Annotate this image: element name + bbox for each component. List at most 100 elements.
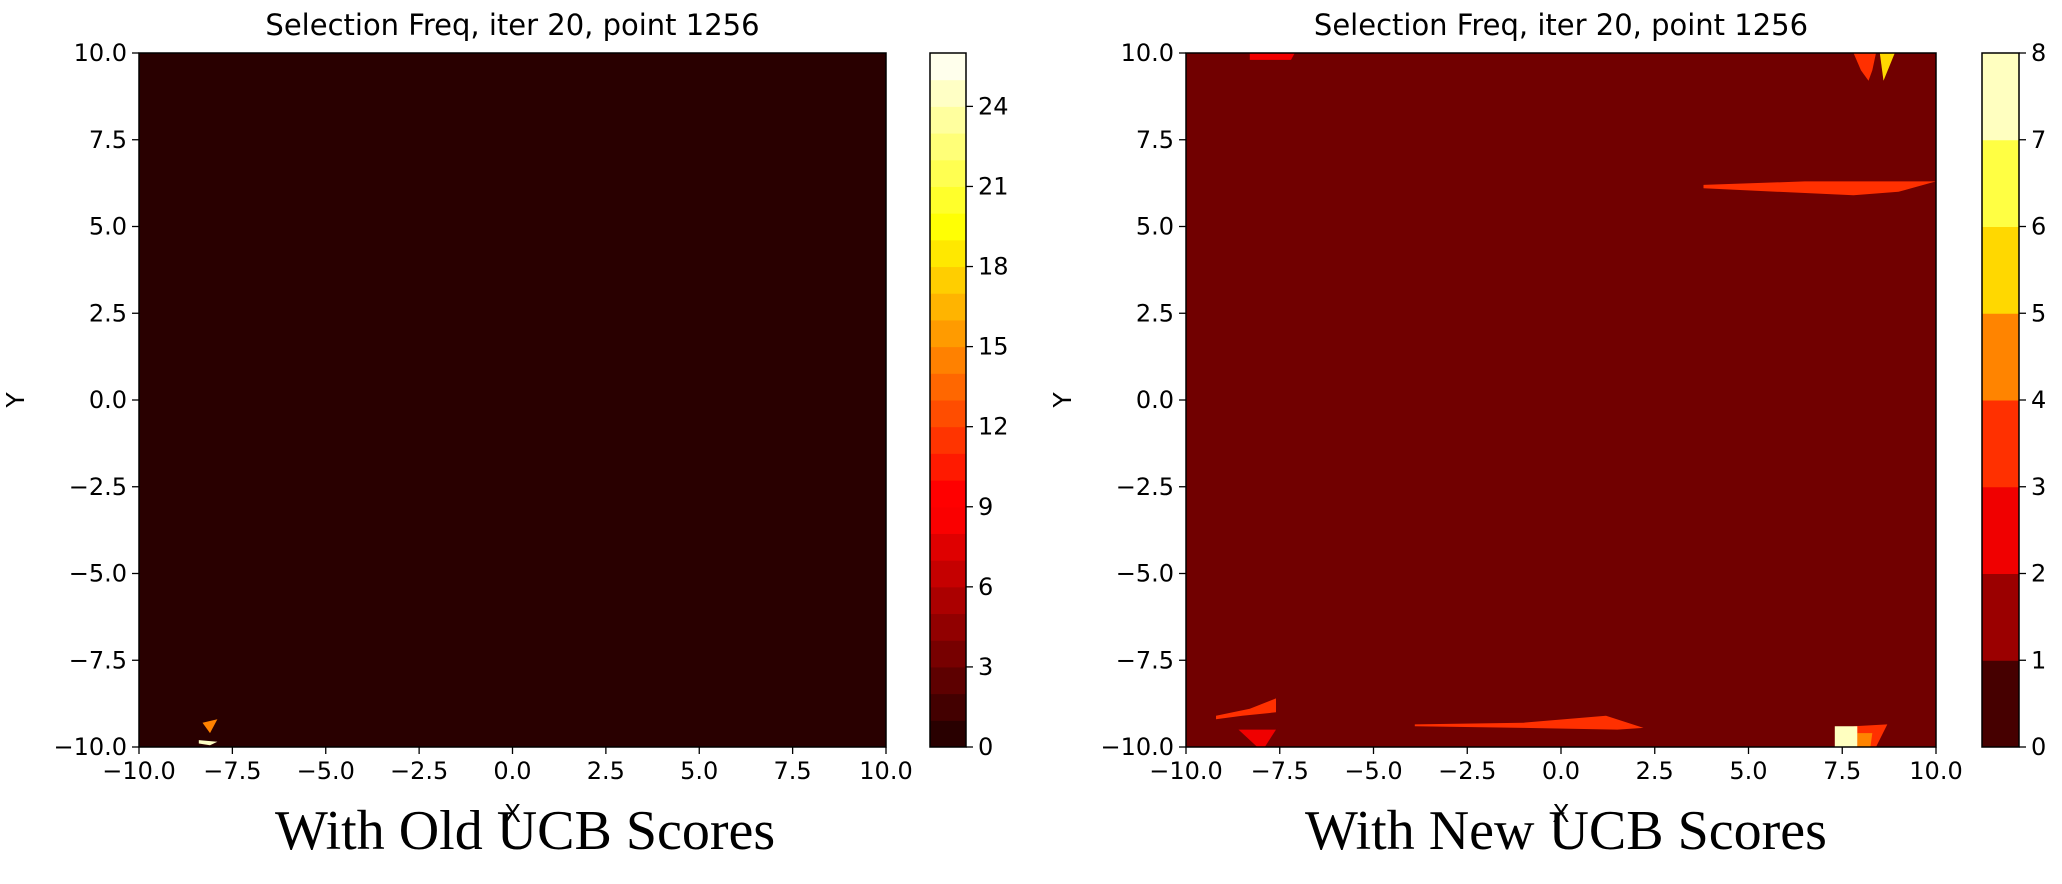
x-tick-label: 2.5 [587, 757, 625, 785]
colorbar-segment [930, 239, 966, 268]
y-tick-label: −2.5 [69, 473, 127, 501]
x-tick-label: 10.0 [1909, 757, 1962, 785]
contour-region-8 [1857, 733, 1873, 747]
colorbar-segment [930, 533, 966, 561]
colorbar-segment [930, 293, 966, 321]
plot-background [1186, 53, 1936, 747]
contour-regions [1216, 53, 1936, 747]
y-tick-label: 7.5 [89, 126, 127, 154]
contour-region-4 [1216, 698, 1276, 720]
colorbar-segment [930, 693, 966, 721]
colorbar-segment [930, 453, 966, 481]
plot-background [139, 53, 886, 747]
contour-regions [198, 719, 218, 746]
y-tick-label: −10.0 [1100, 733, 1174, 761]
contour-region-0 [202, 719, 218, 734]
colorbar-segment [1982, 313, 2019, 401]
y-tick-label: 2.5 [1136, 299, 1174, 327]
y-tick-label: 10.0 [1121, 39, 1174, 67]
y-axis-label: Y [1048, 392, 1077, 409]
contour-region-5 [1238, 729, 1276, 747]
chart-panel-right: −10.0 −7.5 −5.0 −2.5 0.0 2.5 5.0 7.5 10.0−10.0−7… [1048, 8, 2046, 828]
colorbar-tick-label: 6 [2031, 213, 2046, 241]
colorbar-segment [1982, 660, 2019, 748]
colorbar-tick-label: 8 [2031, 39, 2046, 67]
colorbar-segment [930, 640, 966, 668]
colorbar-tick-label: 5 [2031, 299, 2046, 327]
colorbar-segment [930, 186, 966, 214]
chart-title: Selection Freq, iter 20, point 1256 [1314, 8, 1808, 42]
colorbar-tick-label: 7 [2031, 126, 2046, 154]
x-tick-label: 0.0 [493, 757, 531, 785]
colorbar-segment [930, 79, 966, 107]
colorbar-segment [930, 213, 966, 241]
colorbar-tick-label: 18 [978, 253, 1009, 281]
colorbar-segment [930, 586, 966, 615]
x-tick-label: −10.0 [102, 757, 176, 785]
contour-region-9 [1834, 726, 1858, 747]
contour-region-3 [1703, 181, 1936, 196]
colorbar-tick-label: 24 [978, 92, 1009, 120]
x-tick-label: −10.0 [1149, 757, 1223, 785]
colorbar-tick-label: 12 [978, 413, 1009, 441]
colorbar-tick-label: 6 [978, 573, 993, 601]
y-tick-label: −7.5 [69, 646, 127, 674]
colorbar-segment [930, 266, 966, 294]
y-tick-label: 5.0 [89, 213, 127, 241]
colorbar-segment [1982, 226, 2019, 314]
contour-region-6 [1414, 715, 1644, 730]
y-tick-label: −5.0 [1116, 560, 1174, 588]
x-tick-label: −5.0 [297, 757, 355, 785]
y-tick-label: 0.0 [89, 386, 127, 414]
colorbar-tick-label: 21 [978, 172, 1009, 200]
colorbar-segment [930, 400, 966, 428]
colorbar-segment [930, 319, 966, 348]
colorbar-segment [930, 426, 966, 454]
y-tick-label: −5.0 [69, 560, 127, 588]
x-tick-label: 10.0 [859, 757, 912, 785]
colorbar-segment [930, 613, 966, 641]
colorbar-segment [930, 480, 966, 508]
y-tick-label: −2.5 [1116, 473, 1174, 501]
y-tick-label: −10.0 [53, 733, 127, 761]
colorbar-segment [930, 133, 966, 161]
colorbar-tick-label: 3 [2031, 473, 2046, 501]
colorbar-segment [1982, 139, 2019, 227]
colorbar-segment [930, 720, 966, 748]
x-tick-label: −7.5 [1251, 757, 1309, 785]
chart-title: Selection Freq, iter 20, point 1256 [265, 8, 759, 42]
y-tick-label: 2.5 [89, 299, 127, 327]
colorbar-segment [930, 560, 966, 588]
colorbar-tick-label: 4 [2031, 386, 2046, 414]
colorbar-tick-label: 0 [2031, 733, 2046, 761]
colorbar-tick-label: 15 [978, 333, 1009, 361]
colorbar-segment [930, 506, 966, 534]
x-tick-label: 7.5 [774, 757, 812, 785]
colorbar-segment [930, 666, 966, 695]
y-tick-label: 5.0 [1136, 213, 1174, 241]
y-tick-label: 7.5 [1136, 126, 1174, 154]
colorbar-segment [930, 346, 966, 374]
x-tick-label: −2.5 [1438, 757, 1496, 785]
colorbar: 0 3 6 9 12 15 18 21 24 [929, 52, 1009, 761]
colorbar-tick-label: 3 [978, 653, 993, 681]
colorbar-tick-label: 2 [2031, 560, 2046, 588]
colorbar-tick-label: 0 [978, 733, 993, 761]
chart-panel-left: −10.0 −7.5 −5.0 −2.5 0.0 2.5 5.0 7.5 10.0 −10.0 −7… [1, 8, 1009, 828]
x-tick-label: 0.0 [1542, 757, 1580, 785]
x-tick-label: −7.5 [203, 757, 261, 785]
colorbar-segment [1982, 573, 2019, 661]
contour-region-2 [1879, 53, 1895, 81]
colorbar-segment [930, 106, 966, 134]
y-tick-label: 0.0 [1136, 386, 1174, 414]
x-tick-label: 5.0 [680, 757, 718, 785]
colorbar-segment [930, 373, 966, 401]
caption-right: With New UCB Scores [1305, 800, 1827, 862]
contour-region-1 [198, 740, 218, 746]
y-axis-label: Y [1, 392, 30, 409]
x-axis-label: X [1552, 799, 1569, 828]
x-tick-label: −5.0 [1344, 757, 1402, 785]
y-tick-label: 10.0 [74, 39, 127, 67]
caption-left: With Old UCB Scores [275, 800, 776, 862]
x-tick-label: −2.5 [390, 757, 448, 785]
